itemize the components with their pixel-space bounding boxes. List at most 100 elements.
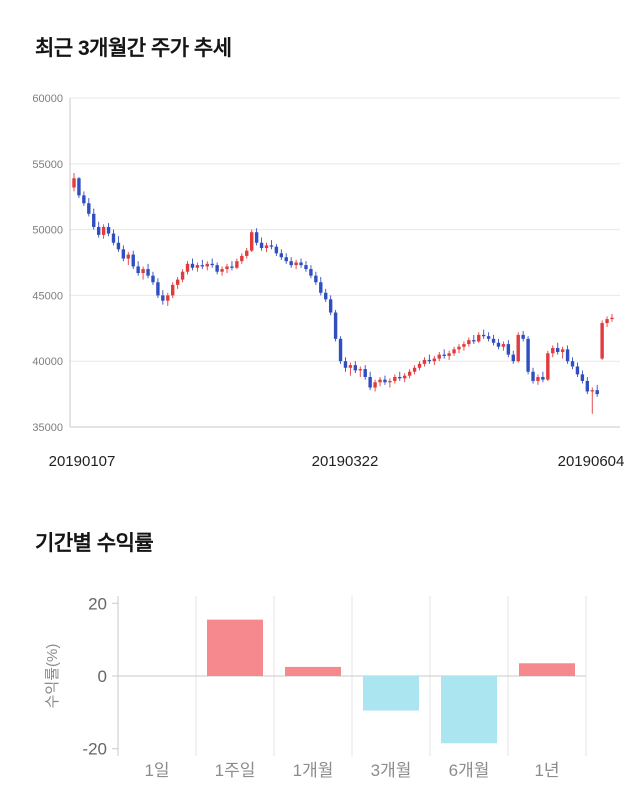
svg-text:50000: 50000 bbox=[32, 225, 63, 237]
candle-body bbox=[230, 266, 234, 268]
candle-body bbox=[457, 346, 461, 350]
return-bar bbox=[441, 676, 497, 744]
return-bar bbox=[207, 619, 263, 676]
svg-text:45000: 45000 bbox=[32, 290, 63, 302]
candle-body bbox=[373, 382, 377, 388]
candle-body bbox=[309, 269, 313, 276]
candle-body bbox=[348, 365, 353, 368]
candle-body bbox=[171, 284, 175, 296]
candle-body bbox=[151, 275, 155, 283]
candle-body bbox=[600, 323, 604, 359]
candle-body bbox=[521, 334, 525, 339]
candle-body bbox=[610, 317, 614, 320]
candle-body bbox=[486, 336, 491, 339]
candle-body bbox=[106, 226, 111, 234]
candle-body bbox=[565, 349, 570, 362]
candle-body bbox=[398, 376, 402, 379]
candle-body bbox=[338, 338, 343, 362]
candle-body bbox=[240, 255, 244, 262]
candle-body bbox=[536, 376, 540, 381]
candle-body bbox=[195, 265, 200, 268]
svg-text:-20: -20 bbox=[82, 740, 107, 759]
candle-body bbox=[289, 261, 293, 266]
candle-body bbox=[235, 261, 239, 268]
candle-body bbox=[299, 262, 303, 266]
candle-body bbox=[363, 369, 367, 377]
candle-body bbox=[200, 265, 205, 267]
candle-body bbox=[417, 363, 422, 368]
svg-text:20190322: 20190322 bbox=[312, 453, 379, 470]
candle-body bbox=[531, 371, 535, 381]
svg-text:0: 0 bbox=[98, 667, 107, 686]
candle-body bbox=[161, 295, 165, 301]
price-x-tick-labels: 20190107 20190322 20190604 bbox=[49, 453, 625, 470]
svg-text:20: 20 bbox=[88, 594, 107, 613]
candle-body bbox=[324, 292, 328, 300]
candle-body bbox=[590, 390, 594, 392]
candle-body bbox=[205, 263, 209, 267]
candle-body bbox=[526, 338, 530, 372]
candle-body bbox=[546, 353, 550, 380]
svg-text:1주일: 1주일 bbox=[215, 761, 256, 780]
candle-body bbox=[437, 354, 441, 359]
candle-body bbox=[116, 242, 121, 250]
candle-body bbox=[412, 367, 417, 372]
candle-body bbox=[82, 195, 86, 204]
candle-body bbox=[259, 242, 264, 249]
candle-body bbox=[333, 312, 338, 339]
candle-body bbox=[284, 257, 288, 262]
candle-body bbox=[595, 390, 599, 395]
candle-body bbox=[383, 379, 387, 383]
candle-body bbox=[264, 245, 269, 249]
price-y-tick-labels: 35000 40000 45000 50000 55000 60000 bbox=[32, 93, 63, 434]
candle-body bbox=[72, 178, 76, 188]
candle-body bbox=[462, 344, 466, 347]
return-bar bbox=[363, 676, 419, 711]
svg-text:60000: 60000 bbox=[32, 93, 63, 105]
svg-text:1개월: 1개월 bbox=[293, 761, 334, 780]
candle-body bbox=[87, 203, 91, 214]
candle-body bbox=[77, 178, 81, 196]
svg-text:55000: 55000 bbox=[32, 159, 63, 171]
svg-text:3개월: 3개월 bbox=[371, 761, 412, 780]
candle-body bbox=[388, 380, 392, 383]
candle-body bbox=[254, 232, 259, 243]
candle-body bbox=[556, 348, 560, 352]
candle-body bbox=[111, 233, 116, 243]
svg-text:6개월: 6개월 bbox=[449, 761, 490, 780]
candle-body bbox=[146, 269, 150, 276]
candle-body bbox=[225, 266, 229, 270]
svg-text:20190604: 20190604 bbox=[558, 453, 625, 470]
returns-grid bbox=[112, 596, 587, 756]
svg-text:40000: 40000 bbox=[32, 356, 63, 368]
candle-body bbox=[279, 253, 284, 258]
candle-body bbox=[121, 249, 126, 259]
candle-body bbox=[580, 374, 585, 381]
candle-body bbox=[427, 359, 432, 362]
candle-body bbox=[215, 265, 219, 272]
returns-y-axis-label: 수익률(%) bbox=[44, 644, 61, 709]
candle-body bbox=[422, 359, 427, 364]
candle-body bbox=[491, 338, 496, 343]
return-bars bbox=[207, 619, 575, 744]
svg-text:1년: 1년 bbox=[534, 761, 559, 780]
returns-y-tick-labels: 20 0 -20 bbox=[82, 594, 107, 758]
return-bar bbox=[285, 666, 341, 676]
candle-body bbox=[452, 349, 456, 354]
candle-body bbox=[96, 226, 101, 235]
svg-text:1일: 1일 bbox=[144, 761, 169, 780]
candle-body bbox=[501, 344, 506, 347]
candle-body bbox=[131, 254, 135, 267]
candle-body bbox=[358, 369, 362, 371]
return-bar bbox=[519, 663, 575, 676]
candle-body bbox=[328, 299, 333, 313]
returns-bar-chart: 20 0 -20 1일 1주일 1개월 3개월 6개월 1년 수익률(%) bbox=[44, 594, 587, 780]
returns-x-tick-labels: 1일 1주일 1개월 3개월 6개월 1년 bbox=[144, 761, 559, 780]
candle-body bbox=[136, 266, 140, 274]
candle-body bbox=[560, 349, 565, 352]
candle-body bbox=[101, 226, 106, 235]
candle-body bbox=[190, 263, 195, 268]
candle-body bbox=[353, 365, 358, 371]
candle-body bbox=[180, 271, 185, 280]
